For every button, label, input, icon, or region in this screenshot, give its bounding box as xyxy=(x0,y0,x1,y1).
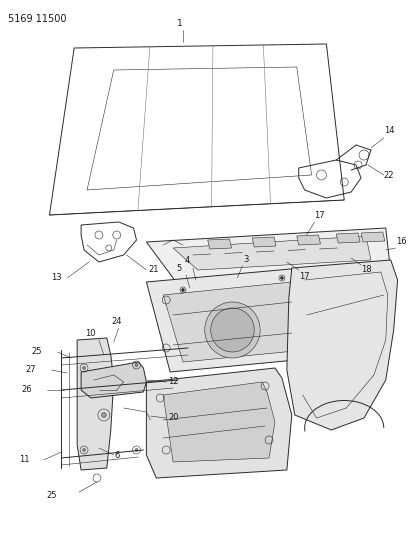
Circle shape xyxy=(82,448,86,451)
Polygon shape xyxy=(361,232,385,242)
Text: 20: 20 xyxy=(168,414,179,423)
Polygon shape xyxy=(163,282,305,362)
Circle shape xyxy=(102,413,106,417)
Text: 25: 25 xyxy=(47,490,58,499)
Text: 4: 4 xyxy=(185,256,190,265)
Polygon shape xyxy=(173,236,371,270)
Text: 6: 6 xyxy=(115,450,120,459)
Text: 26: 26 xyxy=(21,385,32,394)
Polygon shape xyxy=(252,237,276,247)
Circle shape xyxy=(205,302,260,358)
Text: 12: 12 xyxy=(168,377,179,386)
Polygon shape xyxy=(208,239,231,249)
Text: 5: 5 xyxy=(177,264,182,273)
Circle shape xyxy=(280,277,284,279)
Circle shape xyxy=(135,364,138,367)
Text: 17: 17 xyxy=(299,272,309,281)
Circle shape xyxy=(211,308,254,352)
Polygon shape xyxy=(336,233,360,243)
Polygon shape xyxy=(81,362,146,398)
Text: 18: 18 xyxy=(361,265,372,274)
Text: 25: 25 xyxy=(31,348,42,357)
Text: 11: 11 xyxy=(19,456,30,464)
Circle shape xyxy=(135,448,138,451)
Polygon shape xyxy=(146,268,317,372)
Circle shape xyxy=(182,288,184,292)
Text: 10: 10 xyxy=(85,329,96,338)
Text: 13: 13 xyxy=(51,273,62,282)
Circle shape xyxy=(82,367,86,369)
Polygon shape xyxy=(146,228,391,282)
Text: 17: 17 xyxy=(315,211,325,220)
Polygon shape xyxy=(146,368,292,478)
Polygon shape xyxy=(163,382,275,462)
Polygon shape xyxy=(77,338,114,470)
Polygon shape xyxy=(287,260,398,430)
Polygon shape xyxy=(297,235,321,245)
Text: 3: 3 xyxy=(243,255,249,264)
Text: 5169 11500: 5169 11500 xyxy=(8,14,67,24)
Text: 1: 1 xyxy=(177,19,183,28)
Text: 24: 24 xyxy=(111,317,122,326)
Text: 27: 27 xyxy=(25,366,35,375)
Text: 21: 21 xyxy=(149,265,159,274)
Text: 22: 22 xyxy=(384,171,394,180)
Text: 14: 14 xyxy=(384,126,394,135)
Text: 16: 16 xyxy=(396,237,406,246)
